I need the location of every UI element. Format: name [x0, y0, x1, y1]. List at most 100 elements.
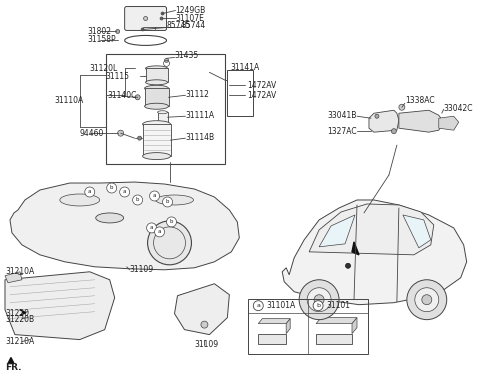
Polygon shape — [316, 318, 357, 324]
Text: 94460: 94460 — [80, 128, 104, 138]
Circle shape — [167, 217, 177, 227]
Polygon shape — [5, 272, 22, 283]
Circle shape — [313, 301, 323, 311]
Polygon shape — [10, 182, 240, 270]
Text: b: b — [136, 197, 139, 202]
Circle shape — [346, 263, 350, 268]
Circle shape — [299, 280, 339, 320]
Text: 31158P: 31158P — [88, 35, 116, 44]
Circle shape — [165, 58, 168, 62]
Ellipse shape — [96, 213, 124, 223]
Circle shape — [407, 280, 447, 320]
Text: 1472AV: 1472AV — [247, 91, 276, 100]
Circle shape — [146, 223, 156, 233]
Text: 1338AC: 1338AC — [405, 96, 434, 105]
Text: 31210A: 31210A — [5, 337, 34, 346]
Text: 31435: 31435 — [175, 51, 199, 60]
Polygon shape — [282, 200, 467, 305]
Text: a: a — [88, 189, 92, 194]
Bar — [248, 299, 368, 354]
Text: 31101A: 31101A — [266, 301, 296, 310]
Text: 1472AV: 1472AV — [247, 81, 276, 90]
Text: 33042C: 33042C — [444, 104, 473, 113]
Circle shape — [201, 321, 208, 328]
Text: 31220B: 31220B — [5, 315, 34, 324]
Circle shape — [144, 17, 147, 21]
Circle shape — [118, 130, 124, 136]
Text: 31802: 31802 — [88, 27, 112, 36]
Polygon shape — [286, 319, 290, 334]
Bar — [316, 334, 352, 344]
Text: 1249GB: 1249GB — [176, 6, 206, 15]
Polygon shape — [5, 272, 115, 339]
Circle shape — [391, 129, 396, 134]
Text: b: b — [170, 219, 173, 224]
Text: b: b — [316, 303, 320, 308]
Circle shape — [160, 17, 163, 20]
Circle shape — [307, 288, 331, 312]
Text: a: a — [150, 225, 153, 230]
Text: 31114B: 31114B — [185, 133, 215, 142]
Text: 31112: 31112 — [185, 90, 209, 99]
Bar — [144, 88, 168, 106]
FancyBboxPatch shape — [125, 7, 167, 31]
Text: 31220: 31220 — [5, 309, 29, 318]
Circle shape — [399, 104, 405, 110]
Ellipse shape — [143, 152, 170, 159]
Ellipse shape — [145, 66, 168, 71]
Circle shape — [375, 114, 379, 118]
Circle shape — [107, 183, 117, 193]
Text: 31101: 31101 — [326, 301, 350, 310]
Ellipse shape — [156, 195, 193, 205]
Ellipse shape — [157, 111, 168, 114]
Polygon shape — [309, 204, 434, 255]
Text: 33041B: 33041B — [328, 111, 357, 120]
Circle shape — [422, 295, 432, 305]
Text: 31115: 31115 — [106, 72, 130, 81]
Polygon shape — [258, 319, 290, 324]
Circle shape — [141, 28, 144, 31]
Text: 31120L: 31120L — [90, 64, 118, 73]
Polygon shape — [8, 358, 14, 363]
Polygon shape — [399, 110, 444, 132]
Bar — [258, 334, 286, 344]
Text: 85744: 85744 — [181, 21, 206, 30]
Polygon shape — [369, 110, 399, 132]
Text: a: a — [158, 229, 161, 234]
Ellipse shape — [145, 80, 168, 85]
Ellipse shape — [144, 85, 168, 91]
Text: b: b — [110, 185, 113, 190]
Circle shape — [138, 136, 142, 140]
Circle shape — [116, 29, 120, 33]
Circle shape — [161, 12, 164, 15]
Circle shape — [147, 221, 192, 265]
Text: 1327AC: 1327AC — [327, 127, 357, 136]
Circle shape — [415, 288, 439, 312]
Polygon shape — [319, 215, 355, 247]
Ellipse shape — [144, 103, 168, 109]
Ellipse shape — [143, 121, 170, 128]
Circle shape — [163, 197, 172, 207]
Text: a: a — [153, 193, 156, 198]
Bar — [143, 124, 170, 156]
Circle shape — [132, 195, 143, 205]
Text: 31110A: 31110A — [55, 96, 84, 105]
Text: a: a — [256, 303, 260, 308]
Text: 31141A: 31141A — [230, 63, 260, 72]
Bar — [145, 68, 168, 82]
Text: 31111A: 31111A — [185, 111, 215, 120]
Polygon shape — [403, 215, 431, 248]
Text: 31109: 31109 — [194, 340, 218, 349]
Bar — [106, 55, 226, 164]
Text: a: a — [123, 189, 126, 194]
Bar — [157, 112, 168, 124]
Polygon shape — [352, 318, 357, 334]
Circle shape — [150, 191, 159, 201]
Circle shape — [120, 187, 130, 197]
Polygon shape — [439, 116, 459, 130]
Bar — [228, 70, 253, 116]
Circle shape — [85, 187, 95, 197]
Text: 31107E: 31107E — [176, 14, 204, 23]
Polygon shape — [352, 242, 359, 255]
Ellipse shape — [60, 194, 100, 206]
